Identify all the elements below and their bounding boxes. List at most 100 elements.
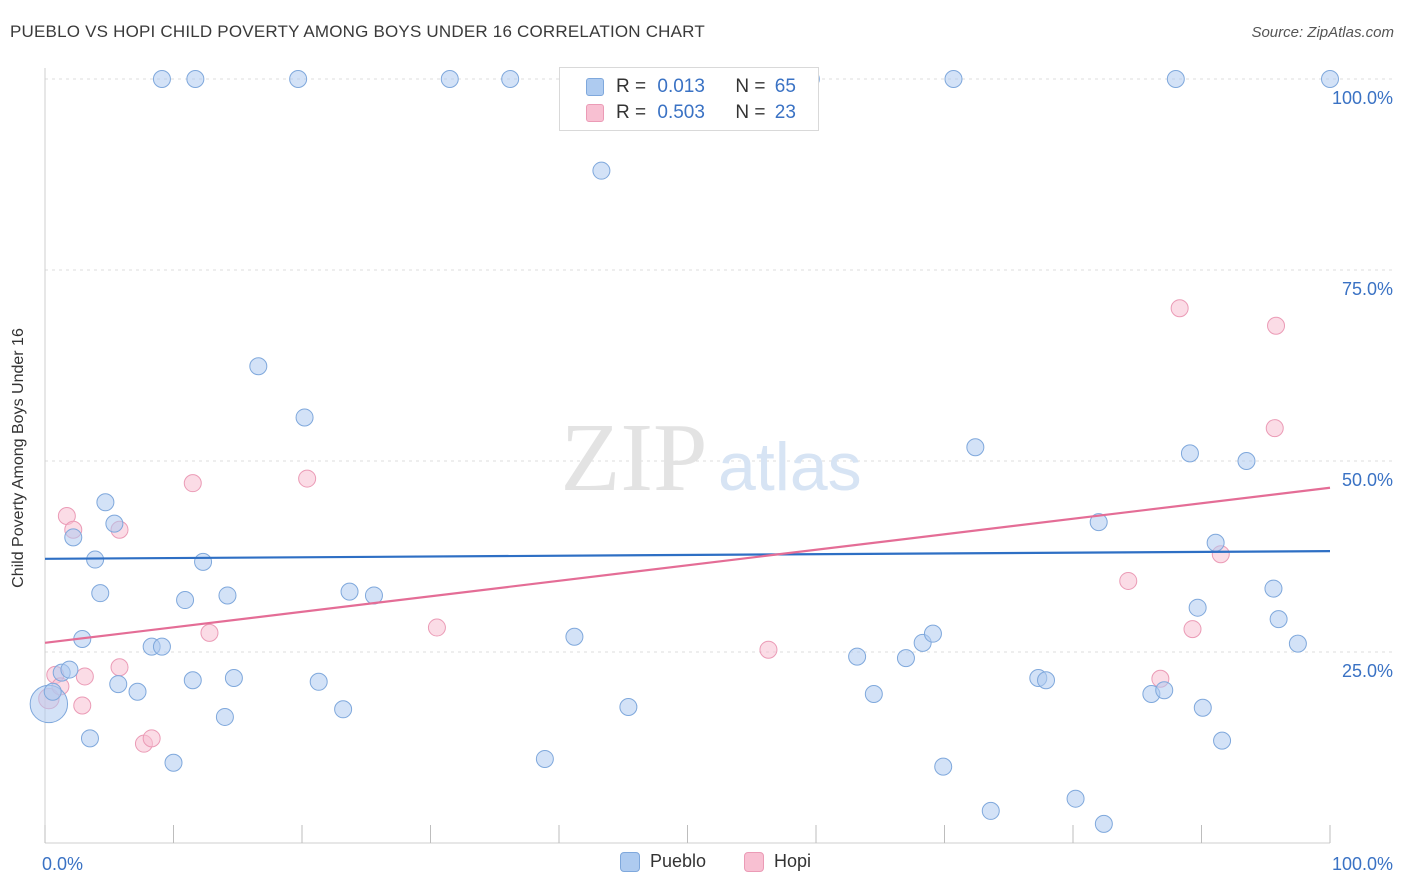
- pueblo-point: [109, 675, 128, 694]
- hopi-point: [427, 618, 446, 637]
- pueblo-point: [896, 649, 915, 668]
- pueblo-point: [105, 514, 124, 533]
- trend-lines: [44, 486, 1331, 644]
- pueblo-point: [1094, 814, 1113, 833]
- pueblo-point: [848, 647, 867, 666]
- legend-n-value: 65: [774, 76, 796, 97]
- bottom-legend: Pueblo Hopi: [0, 851, 1406, 877]
- pueblo-point: [966, 438, 985, 457]
- pueblo-point: [923, 624, 942, 643]
- pueblo-point: [1180, 444, 1199, 463]
- pueblo-point: [295, 408, 314, 427]
- x-tick-label: 0.0%: [42, 854, 83, 874]
- pueblo-point: [1264, 579, 1283, 598]
- bottom-legend-swatch-pueblo: [620, 851, 640, 872]
- y-tick-label: 75.0%: [1342, 279, 1393, 299]
- pueblo-point: [218, 586, 237, 605]
- pueblo-point: [944, 70, 963, 88]
- legend-r-value: 0.013: [657, 76, 705, 97]
- pueblo-point: [186, 70, 205, 88]
- hopi-point: [142, 729, 161, 748]
- legend-r-label: R =: [616, 102, 652, 123]
- legend-row-pueblo: R = 0.013 N = 65: [586, 75, 796, 99]
- chart-title: PUEBLO VS HOPI CHILD POVERTY AMONG BOYS …: [10, 22, 705, 41]
- pueblo-point: [224, 668, 243, 687]
- hopi-trend-line: [44, 486, 1331, 644]
- pueblo-point: [334, 700, 353, 719]
- pueblo-point: [1066, 789, 1085, 808]
- hopi-point: [110, 658, 129, 677]
- pueblo-point: [43, 682, 62, 701]
- hopi-point: [183, 474, 202, 493]
- pueblo-points: [29, 70, 1339, 833]
- pueblo-point: [64, 528, 83, 547]
- legend: R = 0.013 N = 65 R = 0.503 N = 23: [559, 67, 819, 131]
- hopi-point: [1119, 571, 1138, 590]
- hopi-point: [1267, 316, 1286, 335]
- pueblo-point: [1193, 698, 1212, 717]
- bottom-legend-pueblo-label: Pueblo: [650, 851, 707, 871]
- pueblo-point: [1237, 452, 1256, 470]
- pueblo-point: [1288, 634, 1307, 653]
- pueblo-point: [128, 682, 147, 701]
- pueblo-point: [535, 749, 554, 768]
- pueblo-point: [864, 685, 883, 704]
- pueblo-point: [60, 660, 79, 679]
- pueblo-point: [96, 493, 115, 512]
- hopi-point: [1265, 419, 1284, 438]
- bottom-legend-hopi-label: Hopi: [774, 851, 812, 871]
- hopi-point: [73, 696, 92, 715]
- pueblo-trend-line: [44, 550, 1331, 560]
- hopi-point: [75, 667, 94, 686]
- legend-n-label: N =: [735, 76, 771, 97]
- hopi-point: [759, 640, 778, 659]
- pueblo-point: [1206, 533, 1225, 552]
- pueblo-point: [176, 591, 195, 610]
- pueblo-point: [289, 70, 308, 88]
- pueblo-point: [440, 70, 459, 88]
- y-tick-label: 25.0%: [1342, 661, 1393, 681]
- pueblo-point: [194, 552, 213, 571]
- pueblo-point: [981, 801, 1000, 820]
- pueblo-point: [1188, 598, 1207, 617]
- pueblo-point: [309, 672, 328, 691]
- hopi-point: [200, 623, 219, 642]
- watermark: ZIP atlas: [561, 404, 862, 512]
- watermark-atlas: atlas: [718, 429, 862, 505]
- pueblo-point: [1321, 70, 1339, 88]
- pueblo-point: [80, 729, 99, 748]
- hopi-point: [298, 469, 317, 488]
- pueblo-point: [619, 698, 638, 717]
- pueblo-point: [152, 70, 171, 88]
- watermark-zip: ZIP: [561, 404, 708, 512]
- x-tick-label: 100.0%: [1332, 854, 1393, 874]
- pueblo-point: [249, 357, 268, 376]
- tick-labels: 25.0% 50.0% 75.0% 100.0% 0.0% 100.0%: [42, 88, 1393, 874]
- pueblo-point: [164, 753, 183, 772]
- legend-n-label: N =: [735, 102, 771, 123]
- pueblo-point: [215, 707, 234, 726]
- pueblo-point: [1037, 671, 1056, 690]
- hopi-point: [1170, 299, 1189, 318]
- hopi-point: [1183, 620, 1202, 639]
- pueblo-point: [91, 584, 110, 603]
- bottom-legend-swatch-hopi: [744, 851, 764, 872]
- source-label: Source: ZipAtlas.com: [1251, 24, 1394, 41]
- pueblo-point: [340, 582, 359, 601]
- legend-row-hopi: R = 0.503 N = 23: [586, 101, 796, 125]
- pueblo-point: [592, 161, 611, 180]
- pueblo-point: [501, 70, 520, 88]
- legend-r-label: R =: [616, 76, 652, 97]
- pueblo-point: [1089, 513, 1108, 532]
- y-tick-label: 50.0%: [1342, 470, 1393, 490]
- legend-n-value: 23: [774, 102, 796, 123]
- pueblo-point: [934, 757, 953, 776]
- pueblo-point: [1213, 731, 1232, 750]
- grid-lines: [45, 78, 1392, 653]
- pueblo-point: [1269, 610, 1288, 629]
- bottom-legend-hopi: Hopi: [744, 851, 811, 872]
- pueblo-point: [1166, 70, 1185, 88]
- legend-r-value: 0.503: [657, 102, 705, 123]
- pueblo-point: [183, 671, 202, 690]
